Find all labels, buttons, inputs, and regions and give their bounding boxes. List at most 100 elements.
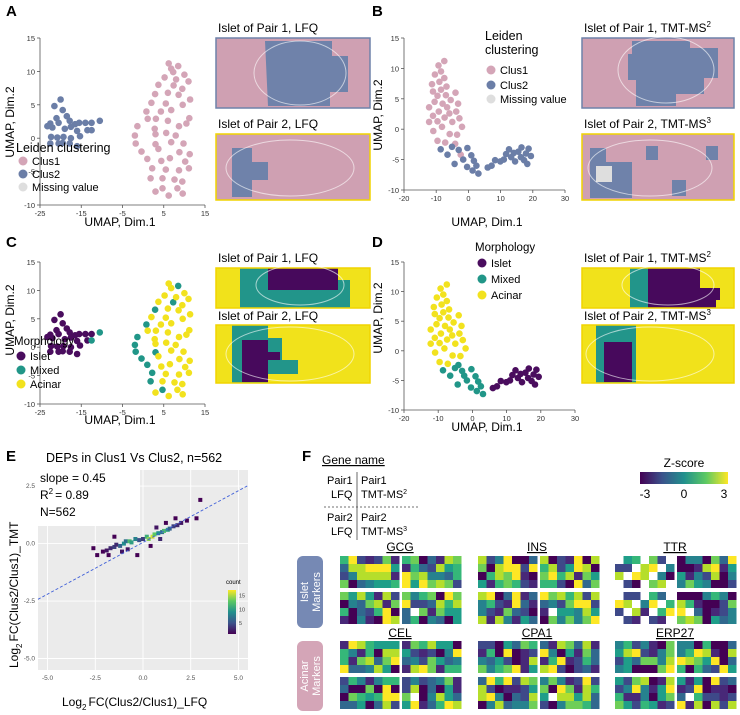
- heatmap-cell: [719, 685, 728, 693]
- point-acinar: [441, 322, 449, 330]
- point-acinar: [152, 340, 159, 348]
- legend-marker-clus2: [18, 169, 28, 179]
- panel-e-n: N=562: [40, 505, 76, 519]
- heatmap-cell: [694, 649, 703, 657]
- heatmap-cell: [340, 701, 349, 709]
- heatmap-cell: [436, 600, 445, 608]
- map-a1: [215, 37, 371, 109]
- legend-morph-d: Morphology Islet Mixed Acinar: [475, 242, 535, 302]
- heatmap-cell: [574, 677, 583, 685]
- heatmap-cell: [529, 693, 538, 701]
- zscore-title: Z-score: [664, 456, 705, 470]
- heatmap-cell: [685, 649, 694, 657]
- heatmap-cpa1: [478, 641, 600, 709]
- heatmap-cell: [694, 564, 703, 572]
- gene-label-ttr: TTR: [663, 540, 687, 554]
- y-tick-label: 10: [391, 288, 399, 297]
- heatmap-cell: [677, 572, 686, 580]
- heatmap-cell: [419, 693, 428, 701]
- legend-marker-islet: [477, 258, 487, 268]
- heatmap-cell: [365, 649, 374, 657]
- heatmap-cell: [719, 701, 728, 709]
- gene-label-erp27: ERP27: [656, 626, 694, 640]
- point-clus2: [475, 170, 482, 177]
- point-acinar: [452, 340, 459, 348]
- heatmap-cell: [436, 564, 445, 572]
- heatmap-cell: [565, 677, 574, 685]
- heatmap-cell: [453, 693, 462, 701]
- heatmap-cell: [719, 600, 728, 608]
- point-islet: [55, 330, 62, 338]
- heatmap-cell: [365, 693, 374, 701]
- heatmap-cell: [529, 685, 538, 693]
- heatmap-cell: [548, 701, 557, 709]
- point-acinar: [443, 297, 451, 305]
- heatmap-cell: [478, 564, 487, 572]
- density-cell: [135, 553, 140, 558]
- point-clus2: [82, 119, 89, 127]
- panel-e-cells: [91, 497, 203, 558]
- heatmap-cell: [520, 657, 529, 665]
- heatmap-cell: [453, 564, 462, 572]
- heatmap-cell: [374, 608, 383, 616]
- panel-e-ticks: -5.0 -2.5 0.0 2.5 5.0 2.5 0.0 -2.5 -5.0: [24, 483, 244, 682]
- point-clus1: [151, 90, 159, 98]
- heatmap-cell: [444, 641, 453, 649]
- heatmap-cell: [478, 657, 487, 665]
- heatmap-cell: [702, 665, 711, 673]
- heatmap-cell: [340, 556, 349, 564]
- heatmap-cell: [391, 564, 400, 572]
- heatmap-cell: [402, 649, 411, 657]
- heatmap-cell: [685, 665, 694, 673]
- heatmap-cell: [694, 677, 703, 685]
- heatmap-cell: [444, 580, 453, 588]
- heatmap-cell: [444, 592, 453, 600]
- heatmap-cell: [677, 616, 686, 624]
- heatmap-cell: [711, 677, 720, 685]
- y-tick-label: 10: [27, 286, 35, 295]
- y-tick-label: -5: [392, 376, 399, 385]
- point-clus2: [468, 152, 475, 159]
- point-acinar: [436, 314, 443, 322]
- point-islet: [518, 378, 526, 386]
- heatmap-cell: [340, 608, 349, 616]
- heatmap-cell: [357, 572, 366, 580]
- zscore-tick-mid: 0: [681, 487, 688, 501]
- heatmap-cell: [719, 665, 728, 673]
- panel-a-points: [44, 60, 194, 199]
- point-islet: [59, 347, 66, 355]
- heatmap-cell: [632, 649, 641, 657]
- point-acinar: [152, 389, 159, 396]
- heatmap-cell: [540, 657, 549, 665]
- point-clus1: [434, 137, 441, 145]
- point-clus2: [464, 144, 471, 152]
- point-clus1: [148, 99, 155, 107]
- heatmap-cell: [486, 572, 495, 580]
- x-tick-label: -25: [35, 209, 46, 218]
- heatmap-cell: [582, 572, 591, 580]
- y-tick-label: 5: [31, 101, 35, 110]
- point-acinar: [162, 370, 170, 378]
- heatmap-cell: [677, 564, 686, 572]
- point-clus2: [61, 125, 69, 133]
- heatmap-cell: [402, 592, 411, 600]
- heatmap-cell: [444, 649, 453, 657]
- heatmap-cell: [348, 665, 357, 673]
- heatmap-cell: [340, 580, 349, 588]
- point-mixed: [134, 333, 141, 341]
- heatmap-cell: [503, 649, 512, 657]
- point-clus1: [152, 188, 159, 195]
- x-tick-label: 20: [537, 414, 545, 423]
- point-acinar: [179, 380, 186, 388]
- heatmap-cell: [419, 677, 428, 685]
- heatmap-cell: [340, 572, 349, 580]
- point-clus1: [443, 104, 451, 111]
- heatmap-cell: [615, 649, 624, 657]
- point-clus2: [59, 139, 66, 147]
- heatmap-cell: [591, 556, 600, 564]
- point-clus2: [59, 106, 66, 114]
- point-acinar: [433, 294, 441, 301]
- point-clus2: [55, 119, 62, 127]
- heatmap-cell: [540, 616, 549, 624]
